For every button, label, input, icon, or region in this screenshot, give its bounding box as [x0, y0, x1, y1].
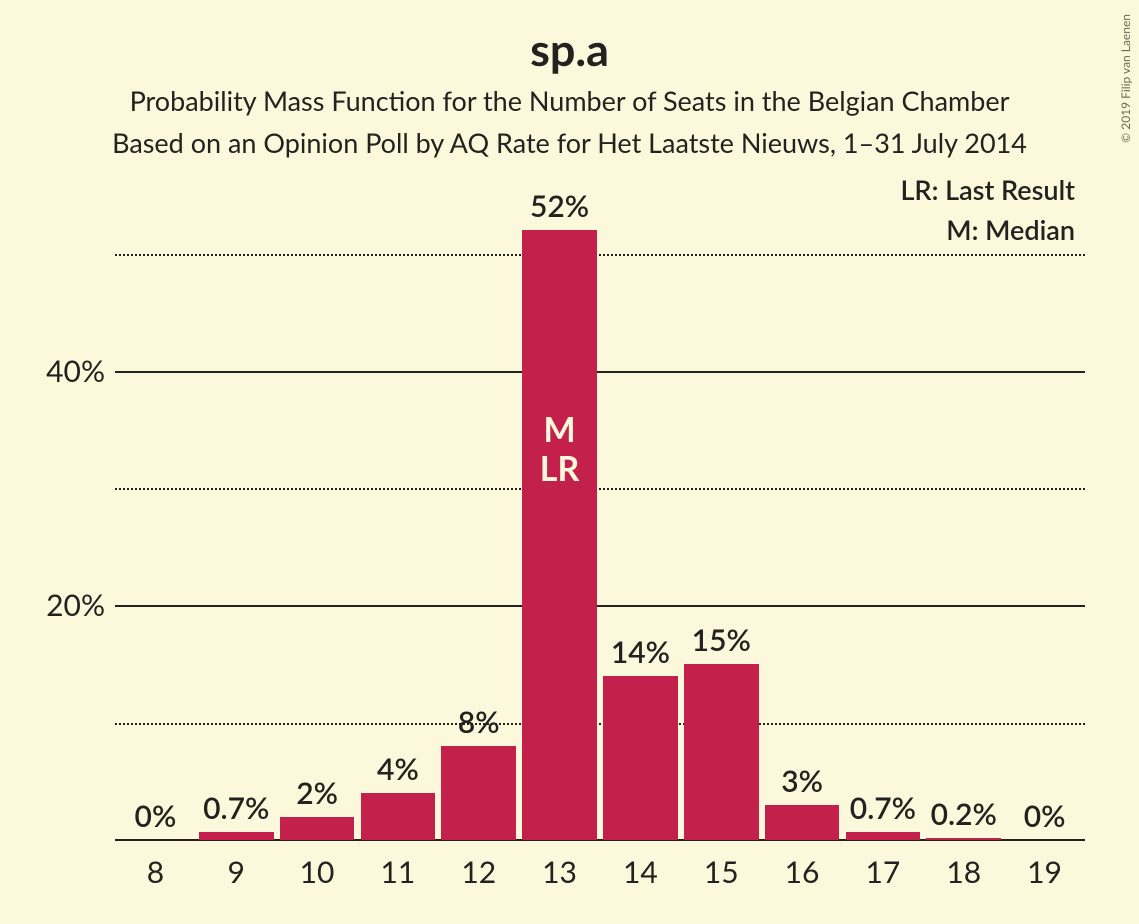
bar-slot: 0.7%9	[196, 195, 277, 840]
bar: 8%	[441, 746, 516, 840]
bar: 0.2%	[926, 838, 1001, 840]
chart-title: sp.a	[0, 22, 1139, 76]
bar: 52%MLR	[522, 230, 597, 840]
bar-slot: 14%14	[600, 195, 681, 840]
bar: 14%	[603, 676, 678, 840]
bar-slot: 0.7%17	[843, 195, 924, 840]
chart-subtitle-line-1: Probability Mass Function for the Number…	[0, 84, 1139, 117]
bar-value-label: 0.7%	[203, 790, 269, 826]
bar: 15%	[684, 664, 759, 840]
chart-subtitle-line-2: Based on an Opinion Poll by AQ Rate for …	[0, 126, 1139, 159]
plot-area: 20%40%LR: Last ResultM: Median0%80.7%92%…	[115, 195, 1085, 840]
bar-value-label: 0.7%	[850, 790, 916, 826]
y-axis-label: 20%	[46, 587, 105, 623]
bar-value-label: 0%	[135, 798, 177, 834]
x-axis-category-label: 16	[785, 854, 820, 890]
bar-slot: 8%12	[438, 195, 519, 840]
bar-value-label: 2%	[296, 775, 338, 811]
bar: 2%	[280, 817, 355, 840]
bar-value-label: 4%	[377, 751, 419, 787]
y-axis-label: 40%	[46, 353, 105, 389]
x-axis-category-label: 14	[623, 854, 658, 890]
x-axis-category-label: 13	[542, 854, 577, 890]
bar: 0.7%	[199, 832, 274, 840]
chart-container: sp.a Probability Mass Function for the N…	[0, 0, 1139, 924]
bar-slot: 2%10	[277, 195, 358, 840]
x-axis-category-label: 12	[461, 854, 496, 890]
bar-slot: 0%19	[1004, 195, 1085, 840]
bar-value-label: 0.2%	[931, 796, 997, 832]
bar-slot: 15%15	[681, 195, 762, 840]
bar: 3%	[765, 805, 840, 840]
bar-value-label: 15%	[692, 622, 751, 658]
x-axis-category-label: 15	[704, 854, 739, 890]
x-axis-category-label: 18	[946, 854, 981, 890]
bar-inner-marker-label: MLR	[540, 410, 580, 488]
bar-slot: 0.2%18	[923, 195, 1004, 840]
bar-value-label: 14%	[611, 634, 670, 670]
x-axis-category-label: 9	[228, 854, 245, 890]
bar: 0.7%	[846, 832, 921, 840]
bar-value-label: 8%	[458, 704, 500, 740]
bars-group: 0%80.7%92%104%118%1252%MLR1314%1415%153%…	[115, 195, 1085, 840]
bar-slot: 52%MLR13	[519, 195, 600, 840]
bar-value-label: 52%	[530, 188, 589, 224]
x-axis-category-label: 11	[381, 854, 416, 890]
bar: 4%	[361, 793, 436, 840]
x-axis-category-label: 19	[1027, 854, 1062, 890]
bar-slot: 4%11	[358, 195, 439, 840]
plot-inner: 20%40%LR: Last ResultM: Median0%80.7%92%…	[115, 195, 1085, 840]
x-axis-category-label: 8	[147, 854, 164, 890]
bar-value-label: 0%	[1024, 798, 1066, 834]
bar-slot: 0%8	[115, 195, 196, 840]
bar-value-label: 3%	[781, 763, 823, 799]
copyright-label: © 2019 Filip van Laenen	[1118, 14, 1133, 143]
x-axis-category-label: 17	[866, 854, 901, 890]
bar-slot: 3%16	[762, 195, 843, 840]
x-axis-category-label: 10	[300, 854, 335, 890]
